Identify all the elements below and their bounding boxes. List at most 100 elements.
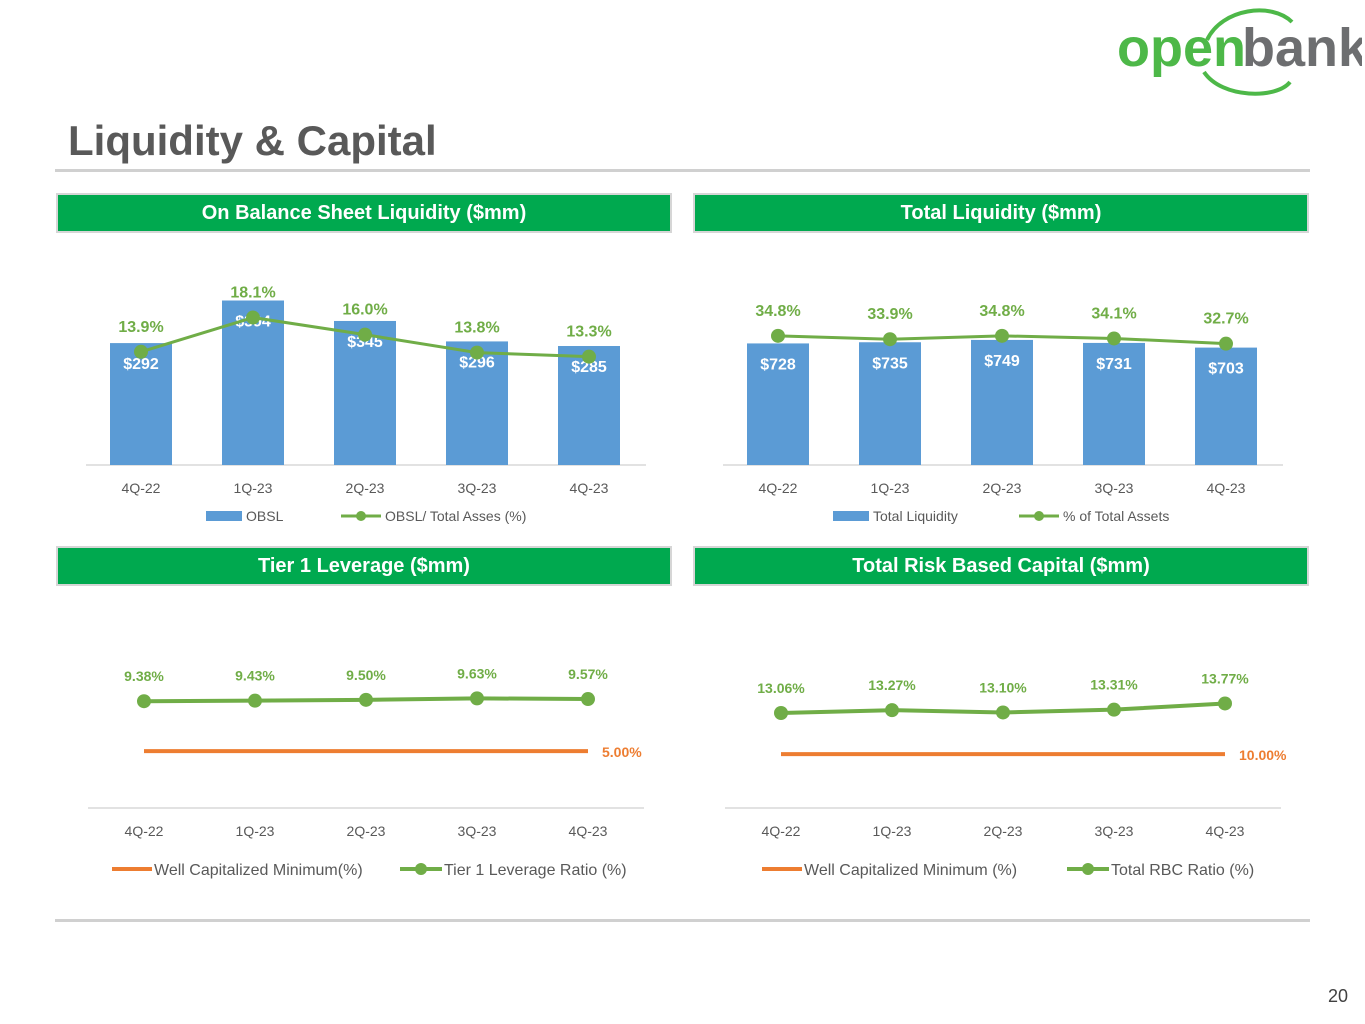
bar-2Q-23	[334, 320, 396, 465]
line-value-label: 13.10%	[979, 679, 1027, 695]
line-value-label: 13.9%	[118, 319, 163, 336]
bar-4Q-23	[1195, 347, 1257, 465]
line-point	[996, 705, 1010, 720]
line-point	[470, 345, 484, 360]
openbank-logo: open bank	[1117, 8, 1362, 96]
bar-value-label: $749	[984, 353, 1020, 370]
x-tick-label: 1Q-23	[234, 480, 273, 496]
legend-swatch-marker	[1082, 863, 1094, 875]
x-tick-label: 4Q-22	[759, 480, 798, 496]
line-point	[774, 706, 788, 721]
logo-word-open: open	[1117, 18, 1246, 78]
panel-header-obsl: On Balance Sheet Liquidity ($mm)	[56, 193, 672, 233]
x-tick-label: 4Q-23	[1207, 480, 1246, 496]
line-value-label: 9.38%	[124, 668, 164, 684]
line-value-label: 34.1%	[1091, 305, 1136, 322]
line-value-label: 16.0%	[342, 302, 387, 319]
line-value-label: 33.9%	[867, 306, 912, 323]
x-tick-label: 4Q-22	[122, 480, 161, 496]
legend-label: Well Capitalized Minimum(%)	[154, 862, 363, 879]
bar-value-label: $345	[347, 334, 383, 351]
line-point	[885, 703, 899, 718]
line-point	[1107, 331, 1121, 346]
bar-2Q-23	[971, 339, 1033, 465]
legend-swatch-marker	[415, 863, 427, 875]
bar-value-label: $703	[1208, 361, 1244, 378]
line-point	[134, 344, 148, 359]
legend-label: Total RBC Ratio (%)	[1111, 862, 1254, 879]
x-tick-label: 4Q-23	[1206, 823, 1245, 839]
x-tick-label: 3Q-23	[1095, 823, 1134, 839]
bar-value-label: $285	[571, 359, 607, 376]
title-divider	[55, 169, 1310, 172]
bar-value-label: $735	[872, 355, 908, 372]
x-tick-label: 2Q-23	[983, 480, 1022, 496]
line-point	[137, 694, 151, 709]
legend-swatch-bar	[833, 511, 869, 521]
line-point	[358, 327, 372, 342]
line-point	[581, 692, 595, 707]
line-value-label: 9.50%	[346, 667, 386, 683]
minimum-value-label: 5.00%	[602, 744, 642, 760]
chart-obsl: $2924Q-22$3941Q-23$3452Q-23$2963Q-23$285…	[86, 285, 646, 524]
bottom-divider	[55, 919, 1310, 922]
bar-1Q-23	[859, 342, 921, 465]
panel-header-tier1-leverage: Tier 1 Leverage ($mm)	[56, 546, 672, 586]
line-point	[246, 310, 260, 325]
line-value-label: 9.43%	[235, 668, 275, 684]
line-value-label: 13.8%	[454, 320, 499, 337]
x-tick-label: 4Q-22	[762, 823, 801, 839]
bar-1Q-23	[222, 300, 284, 465]
logo-word-bank: bank	[1242, 18, 1362, 78]
legend-label: Total Liquidity	[873, 508, 958, 524]
x-tick-label: 4Q-23	[570, 480, 609, 496]
line-point	[470, 691, 484, 706]
line-value-label: 13.77%	[1201, 670, 1249, 686]
panel-header-total-liquidity: Total Liquidity ($mm)	[693, 193, 1309, 233]
legend-swatch-marker	[1034, 511, 1044, 521]
bar-value-label: $731	[1096, 356, 1132, 373]
bar-4Q-22	[747, 343, 809, 465]
chart-total-liquidity: $728 4Q-22 $735 1Q-23 $749 2Q-23 $731 3Q-23 $703…	[723, 303, 1283, 524]
x-tick-label: 3Q-23	[458, 823, 497, 839]
line-value-label: 9.63%	[457, 665, 497, 681]
line-value-label: 13.27%	[868, 677, 916, 693]
line-point	[582, 349, 596, 364]
line-point	[1107, 702, 1121, 717]
legend-label: OBSL/ Total Asses (%)	[385, 508, 526, 524]
x-tick-label: 2Q-23	[346, 480, 385, 496]
legend-label: OBSL	[246, 508, 284, 524]
x-tick-label: 4Q-22	[125, 823, 164, 839]
line-point	[248, 693, 262, 708]
x-tick-label: 3Q-23	[1095, 480, 1134, 496]
logo-swoosh-top	[1205, 8, 1294, 41]
line-value-label: 13.31%	[1090, 677, 1138, 693]
chart-tier1-leverage: 4Q-22 1Q-23 2Q-23 3Q-23 4Q-23 5.00% 9.38% 9.43%…	[88, 665, 644, 879]
x-tick-label: 2Q-23	[984, 823, 1023, 839]
legend-label: % of Total Assets	[1063, 508, 1169, 524]
bar-value-label: $292	[123, 356, 159, 373]
legend-swatch-marker	[356, 511, 366, 521]
line-point	[771, 328, 785, 343]
x-tick-label: 1Q-23	[236, 823, 275, 839]
x-tick-label: 3Q-23	[458, 480, 497, 496]
legend-label: Well Capitalized Minimum (%)	[804, 862, 1017, 879]
bar-3Q-23	[1083, 342, 1145, 465]
line-point	[1218, 696, 1232, 711]
chart-total-rbc: 4Q-22 1Q-23 2Q-23 3Q-23 4Q-23 10.00% 13.06% 13.…	[725, 670, 1287, 879]
logo-swoosh-bottom	[1202, 70, 1292, 96]
line-point	[1219, 336, 1233, 351]
bar-4Q-22	[110, 343, 172, 465]
line-value-label: 18.1%	[230, 285, 275, 302]
page-title: Liquidity & Capital	[68, 117, 437, 164]
line-value-label: 34.8%	[979, 303, 1024, 320]
x-tick-label: 4Q-23	[569, 823, 608, 839]
panel-header-total-rbc: Total Risk Based Capital ($mm)	[693, 546, 1309, 586]
line-value-label: 13.3%	[566, 324, 611, 341]
line-point	[995, 328, 1009, 343]
legend-label: Tier 1 Leverage Ratio (%)	[444, 862, 627, 879]
page-number: 20	[1327, 986, 1348, 1006]
line-point	[883, 332, 897, 347]
line-value-label: 32.7%	[1203, 311, 1248, 328]
bar-3Q-23	[446, 341, 508, 465]
